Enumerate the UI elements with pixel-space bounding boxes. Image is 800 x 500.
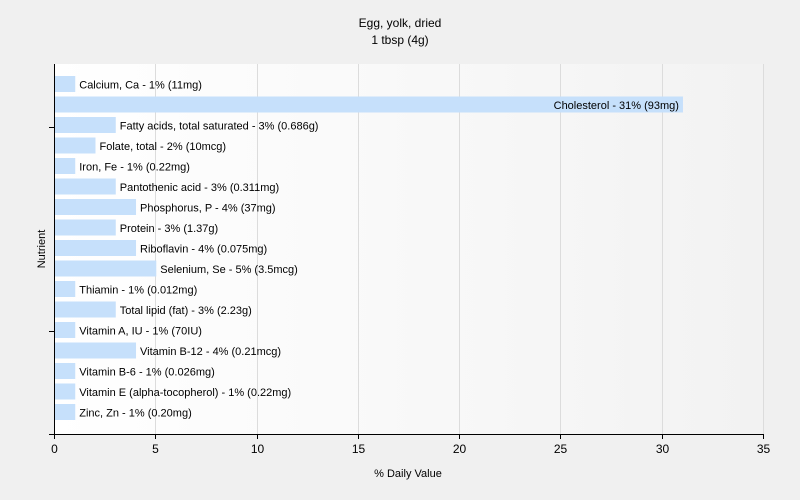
bar bbox=[55, 363, 76, 379]
bar bbox=[55, 301, 116, 318]
axes: 0 5 10 15 20 25 30 35 bbox=[49, 64, 770, 456]
bar bbox=[55, 117, 116, 133]
grid-lines bbox=[155, 64, 764, 434]
chart-title: Egg, yolk, dried bbox=[358, 16, 442, 30]
bar bbox=[55, 96, 683, 113]
bar-label: Vitamin B-12 - 4% (0.21mcg) bbox=[140, 346, 281, 358]
bar-label: Vitamin E (alpha-tocopherol) - 1% (0.22m… bbox=[79, 387, 291, 399]
bar-label: Phosphorus, P - 4% (37mg) bbox=[140, 203, 276, 215]
bar bbox=[55, 260, 157, 277]
bar-label: Riboflavin - 4% (0.075mg) bbox=[140, 244, 267, 256]
bars: Calcium, Ca - 1% (11mg) Cholesterol - 31%… bbox=[55, 76, 683, 420]
bar-label: Iron, Fe - 1% (0.22mg) bbox=[79, 162, 190, 174]
bar-label: Vitamin B-6 - 1% (0.026mg) bbox=[79, 367, 215, 379]
bar-label: Fatty acids, total saturated - 3% (0.686… bbox=[120, 121, 319, 133]
bar bbox=[55, 404, 76, 420]
plot-background bbox=[54, 64, 763, 434]
bar-label: Total lipid (fat) - 3% (2.23g) bbox=[120, 305, 252, 317]
bar-label: Calcium, Ca - 1% (11mg) bbox=[79, 80, 202, 92]
x-tick-label: 35 bbox=[757, 442, 771, 456]
chart-subtitle: 1 tbsp (4g) bbox=[371, 33, 429, 47]
bar bbox=[55, 240, 137, 256]
bar-label: Protein - 3% (1.37g) bbox=[120, 223, 218, 235]
x-tick-label: 5 bbox=[152, 442, 159, 456]
bar-label: Vitamin A, IU - 1% (70IU) bbox=[79, 326, 202, 338]
bar bbox=[55, 383, 76, 400]
x-tick-label: 10 bbox=[251, 442, 265, 456]
bar-label: Cholesterol - 31% (93mg) bbox=[554, 100, 679, 112]
bar-label: Pantothenic acid - 3% (0.311mg) bbox=[120, 182, 279, 194]
bar bbox=[55, 219, 116, 236]
bar bbox=[55, 178, 116, 195]
bar bbox=[55, 322, 76, 338]
bar-label: Zinc, Zn - 1% (0.20mg) bbox=[79, 408, 191, 420]
bar bbox=[55, 199, 137, 215]
bar-label: Thiamin - 1% (0.012mg) bbox=[79, 285, 197, 297]
bar bbox=[55, 281, 76, 297]
y-axis-label: Nutrient bbox=[36, 230, 48, 269]
x-tick-label: 20 bbox=[453, 442, 467, 456]
bar-label: Selenium, Se - 5% (3.5mcg) bbox=[160, 264, 298, 276]
x-tick-label: 25 bbox=[554, 442, 568, 456]
x-tick-label: 15 bbox=[352, 442, 366, 456]
x-tick-label: 30 bbox=[656, 442, 670, 456]
bar bbox=[55, 137, 96, 154]
x-axis-label: % Daily Value bbox=[374, 468, 442, 480]
bar bbox=[55, 76, 76, 92]
bar-label: Folate, total - 2% (10mcg) bbox=[100, 141, 227, 153]
bar bbox=[55, 342, 137, 359]
bar bbox=[55, 158, 76, 174]
x-tick-label: 0 bbox=[51, 442, 58, 456]
